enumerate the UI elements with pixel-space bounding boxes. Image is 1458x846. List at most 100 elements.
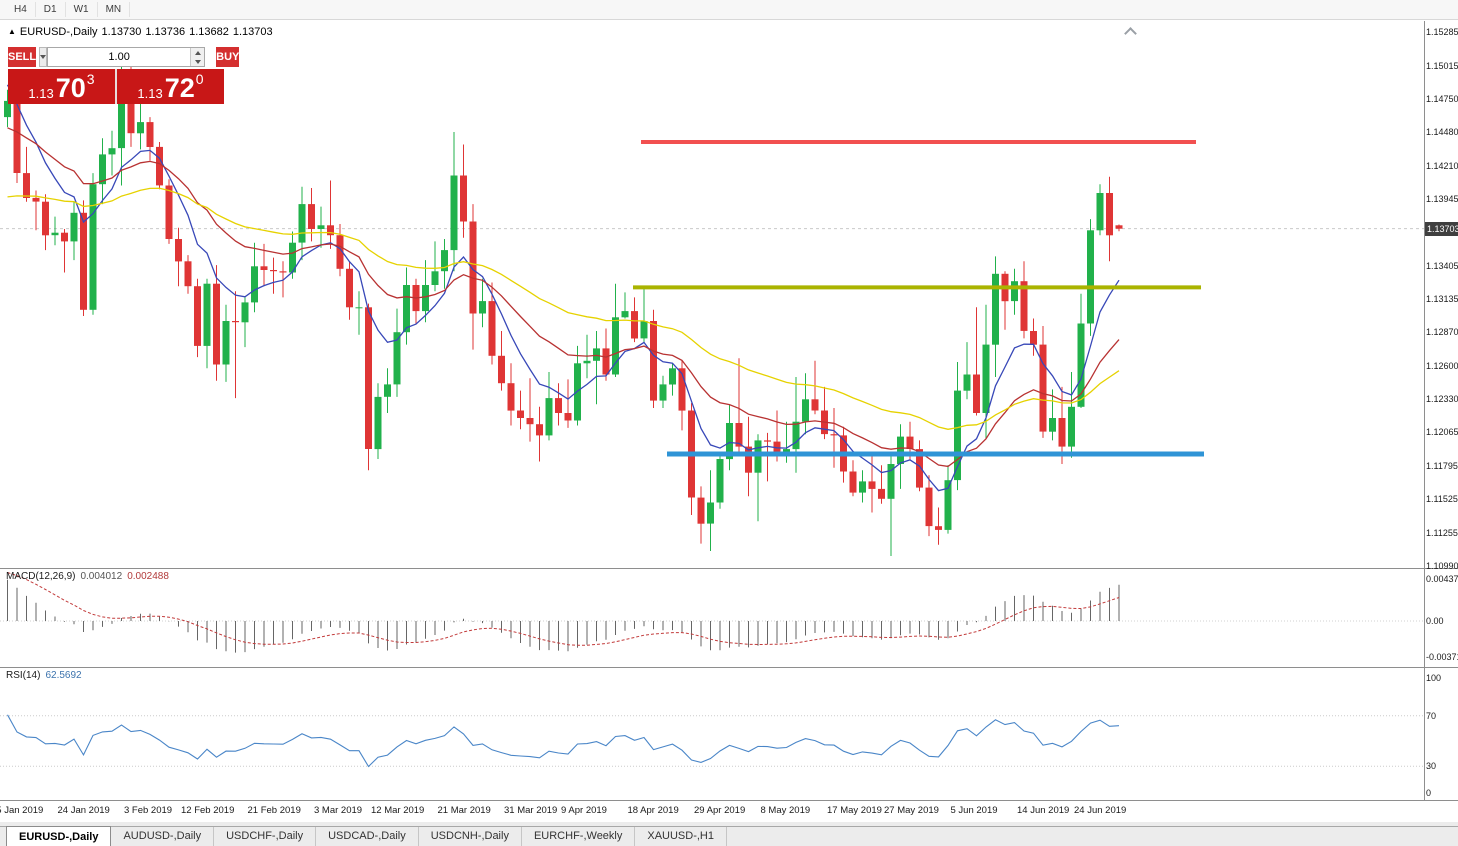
candle-up <box>1096 193 1104 231</box>
candle-down <box>564 413 572 421</box>
chart-title: EURUSD-,Daily <box>19 26 98 38</box>
candle-down <box>460 175 467 222</box>
candle-up <box>384 384 391 397</box>
candle-down <box>156 146 163 186</box>
candle-down <box>526 418 534 425</box>
buy-price-display[interactable]: 1.13 72 0 <box>117 69 224 104</box>
trade-panel-prices: 1.13 70 3 1.13 72 0 <box>8 69 224 104</box>
candle-down <box>270 270 277 272</box>
candle-up <box>859 481 866 493</box>
candle-up <box>1011 281 1018 302</box>
candle-up <box>802 399 809 422</box>
symbol-direction-icon: ▲ <box>8 27 16 36</box>
candle-up <box>982 344 990 413</box>
macd-chart-canvas[interactable] <box>0 569 1424 667</box>
main-chart-canvas[interactable] <box>0 21 1424 568</box>
volume-dropdown-button[interactable] <box>39 47 48 67</box>
timeframe-d1-button[interactable]: D1 <box>36 2 66 17</box>
rsi-chart-canvas[interactable] <box>0 668 1424 800</box>
triangle-down-icon <box>194 59 201 64</box>
timeframe-w1-button[interactable]: W1 <box>66 2 98 17</box>
price-tick: 1.14750 <box>1426 93 1458 104</box>
buy-button[interactable]: BUY <box>216 47 240 67</box>
candle-down <box>232 321 239 323</box>
candle-up <box>545 398 553 436</box>
candle-up <box>963 374 971 391</box>
rsi-label: RSI(14) 62.5692 <box>6 670 87 681</box>
tab-xauusd-h1[interactable]: XAUUSD-,H1 <box>635 827 727 846</box>
volume-decrement-button[interactable] <box>191 57 205 66</box>
trade-panel-controls: SELL BUY <box>8 47 240 67</box>
candle-down <box>697 497 705 524</box>
tab-eurusd-daily[interactable]: EURUSD-,Daily <box>6 826 112 846</box>
timeframe-h4-button[interactable]: H4 <box>6 2 36 17</box>
candle-up <box>659 384 667 401</box>
candle-down <box>488 301 496 356</box>
candle-down <box>868 481 876 489</box>
candle-down <box>1030 331 1037 345</box>
macd-signal-line <box>7 572 1120 646</box>
price-tick: 1.15285 <box>1426 26 1458 37</box>
candle-down <box>1106 193 1113 236</box>
candle-up <box>954 390 961 481</box>
candle-down <box>260 266 268 270</box>
tab-usdcad-daily[interactable]: USDCAD-,Daily <box>316 827 419 846</box>
candle-up <box>754 440 762 473</box>
volume-input[interactable] <box>48 48 191 66</box>
tab-usdcnh-daily[interactable]: USDCNH-,Daily <box>419 827 522 846</box>
candle-down <box>175 239 182 262</box>
sell-button[interactable]: SELL <box>8 47 37 67</box>
ma-slow-yellow <box>7 187 1120 430</box>
candle-up <box>4 100 11 118</box>
candle-up <box>726 423 733 460</box>
rsi-tick: 70 <box>1426 710 1437 721</box>
date-tick: 17 May 2019 <box>827 805 882 816</box>
chart-ohlc-header: ▲ EURUSD-,Daily 1.13730 1.13736 1.13682 1.137… <box>8 26 277 38</box>
price-tick: 1.12870 <box>1426 327 1458 338</box>
sell-price-pips: 70 <box>55 73 86 103</box>
date-tick: 21 Mar 2019 <box>437 805 491 816</box>
macd-axis: 0.004375 0.00 -0.00371 <box>1426 569 1458 667</box>
candle-up <box>640 321 648 339</box>
price-tick: 1.12600 <box>1426 360 1458 371</box>
date-tick: 15 Jan 2019 <box>0 805 44 816</box>
candle-down <box>194 286 201 346</box>
candle-down <box>127 92 135 134</box>
date-axis[interactable]: 15 Jan 2019 24 Jan 2019 3 Feb 2019 12 Feb 2… <box>0 801 1424 822</box>
price-axis[interactable]: 1.15285 1.15015 1.14750 1.14480 1.14210 1.139… <box>1426 21 1458 571</box>
rsi-tick: 100 <box>1426 673 1442 683</box>
date-axis-separator <box>0 800 1458 801</box>
tab-audusd-daily[interactable]: AUDUSD-,Daily <box>111 827 215 846</box>
ma-fast-blue <box>6 84 1120 492</box>
macd-signal-value: 0.002488 <box>127 571 169 582</box>
buy-price-point: 0 <box>195 71 204 87</box>
candle-down <box>165 185 173 239</box>
candle-up <box>137 122 144 134</box>
candle-down <box>279 271 287 273</box>
price-axis-border <box>1424 21 1425 800</box>
date-tick: 3 Mar 2019 <box>314 805 363 816</box>
timeframe-mn-button[interactable]: MN <box>98 2 131 17</box>
one-click-trading-panel: SELL BUY 1.13 70 3 1.13 72 0 <box>8 47 240 104</box>
candle-up <box>593 348 600 361</box>
candle-down <box>1020 281 1028 331</box>
macd-splitter[interactable] <box>0 568 1458 569</box>
macd-tick: -0.00371 <box>1426 651 1458 662</box>
rsi-splitter[interactable] <box>0 667 1458 668</box>
date-tick: 9 Apr 2019 <box>561 805 607 816</box>
buy-price-bigfigure: 1.13 <box>137 86 163 101</box>
candle-down <box>498 355 505 384</box>
candle-up <box>251 266 258 303</box>
candle-up <box>612 317 619 375</box>
candle-up <box>707 502 714 524</box>
candle-up <box>393 332 401 385</box>
candle-up <box>355 307 363 309</box>
tab-usdchf-daily[interactable]: USDCHF-,Daily <box>214 827 317 846</box>
sell-price-display[interactable]: 1.13 70 3 <box>8 69 115 104</box>
date-tick: 24 Jun 2019 <box>1074 805 1127 816</box>
candle-down <box>764 440 771 442</box>
tab-eurchf-weekly[interactable]: EURCHF-,Weekly <box>522 827 636 846</box>
chevron-down-icon <box>40 55 47 59</box>
macd-indicator-name: MACD(12,26,9) <box>6 571 76 582</box>
volume-increment-button[interactable] <box>191 48 205 57</box>
